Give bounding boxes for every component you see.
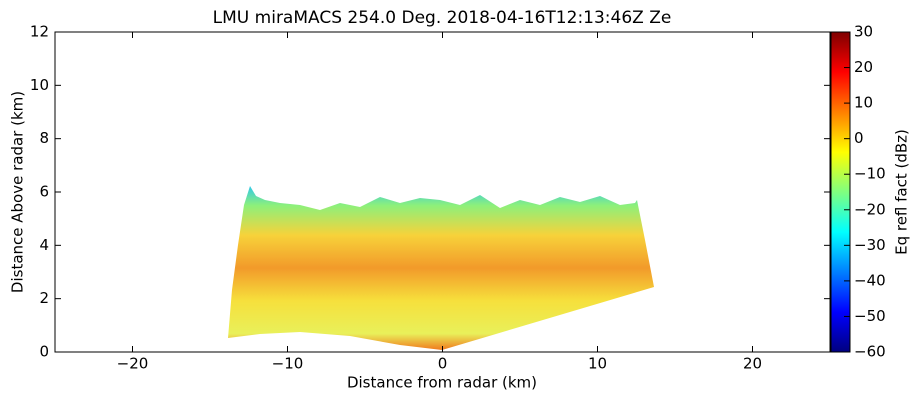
colorbar-tick-label: −10 [854, 165, 886, 183]
y-tick-label: 0 [39, 343, 49, 361]
chart-title: LMU miraMACS 254.0 Deg. 2018-04-16T12:13… [213, 8, 672, 28]
x-tick-label: 10 [588, 355, 607, 373]
colorbar-tick-label: 0 [854, 129, 864, 147]
colorbar-tick-label: 20 [854, 58, 873, 76]
x-tick-label: −20 [117, 355, 149, 373]
colorbar-tick-label: −20 [854, 200, 886, 218]
y-tick-label: 4 [39, 236, 49, 254]
x-tick-label: 0 [438, 355, 448, 373]
x-axis-label: Distance from radar (km) [347, 374, 537, 392]
colorbar [830, 31, 851, 353]
colorbar-tick-label: 30 [854, 23, 873, 41]
colorbar-tick-label: −60 [854, 343, 886, 361]
y-tick-label: 6 [39, 183, 49, 201]
y-axis-label: Distance Above radar (km) [9, 91, 27, 293]
colorbar-tick-label: −50 [854, 307, 886, 325]
y-tick-label: 10 [30, 76, 49, 94]
colorbar-tick-label: −30 [854, 236, 886, 254]
y-tick-label: 8 [39, 129, 49, 147]
x-tick-label: −10 [272, 355, 304, 373]
x-tick-label: 20 [743, 355, 762, 373]
radar-field [228, 186, 654, 350]
y-tick-label: 2 [39, 289, 49, 307]
colorbar-label: Eq refl fact (dBz) [893, 129, 911, 255]
colorbar-tick-label: 10 [854, 94, 873, 112]
y-tick-label: 12 [30, 23, 49, 41]
colorbar-tick-label: −40 [854, 271, 886, 289]
